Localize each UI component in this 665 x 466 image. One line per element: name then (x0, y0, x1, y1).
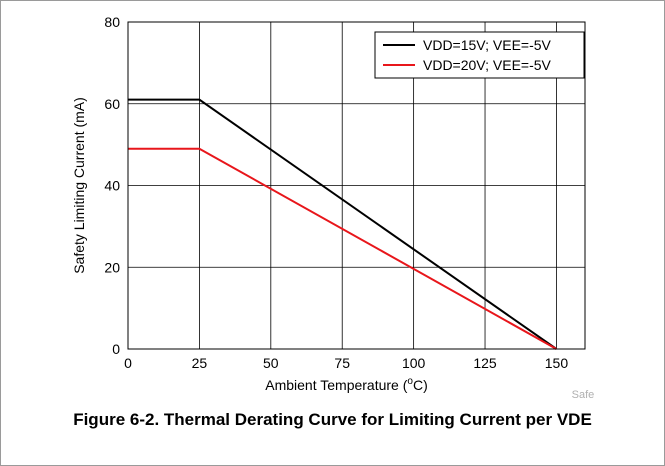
legend-label-2: VDD=20V; VEE=-5V (423, 57, 552, 73)
x-axis-title-sup: o (407, 376, 413, 387)
x-tick-label: 75 (334, 355, 350, 371)
x-tick-label: 50 (263, 355, 279, 371)
series-line-1 (128, 98, 558, 350)
x-tick-label: 0 (124, 355, 132, 371)
y-axis-title: Safety Limiting Current (mA) (71, 97, 87, 274)
y-tick-label: 80 (104, 14, 120, 30)
y-tick-label: 40 (104, 178, 120, 194)
x-tick-label: 100 (402, 355, 426, 371)
y-tick-label: 20 (104, 259, 120, 275)
series-group (128, 98, 558, 350)
figure-caption: Figure 6-2. Thermal Derating Curve for L… (73, 410, 592, 429)
x-tick-label: 25 (192, 355, 208, 371)
x-tick-label: 125 (473, 355, 497, 371)
plot-border (127, 21, 586, 350)
watermark-text: Safe (572, 389, 595, 401)
legend-box (374, 31, 585, 79)
x-axis-title: Ambient Temperature (oC) (265, 376, 427, 393)
legend-label-1: VDD=15V; VEE=-5V (423, 37, 552, 53)
y-tick-label: 0 (112, 341, 120, 357)
tick-labels: 0 25 50 75 100 125 150 0 20 40 60 80 (104, 14, 568, 371)
series-line-2 (128, 147, 557, 350)
x-axis-title-tail: C) (413, 377, 428, 393)
x-tick-label: 150 (545, 355, 569, 371)
x-axis-title-main: Ambient Temperature ( (265, 377, 407, 393)
legend: VDD=15V; VEE=-5V VDD=20V; VEE=-5V (374, 31, 585, 79)
derating-chart: 0 25 50 75 100 125 150 0 20 40 60 80 VDD=15V; VEE=-… (71, 14, 595, 401)
y-tick-label: 60 (104, 96, 120, 112)
